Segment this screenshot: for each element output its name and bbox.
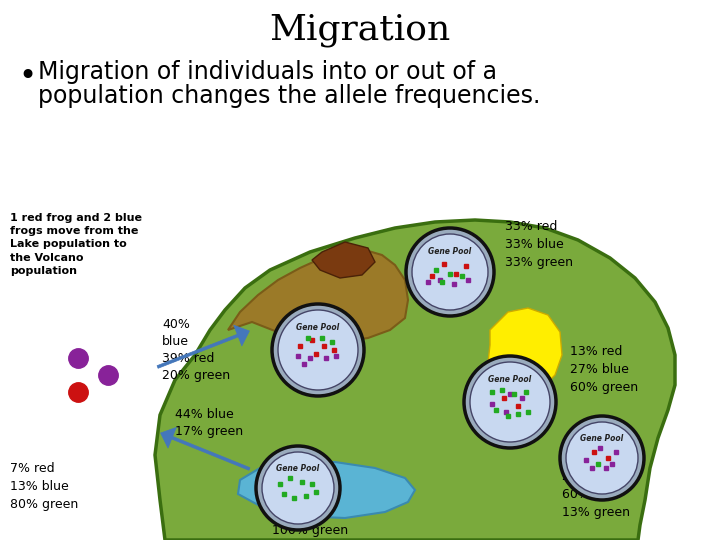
Text: Gene Pool: Gene Pool (580, 434, 624, 443)
Ellipse shape (560, 416, 644, 500)
Text: 33% red
33% blue
33% green: 33% red 33% blue 33% green (505, 220, 573, 269)
Polygon shape (228, 250, 408, 342)
Ellipse shape (256, 446, 340, 530)
Text: 44% blue
17% green: 44% blue 17% green (175, 408, 243, 438)
Text: Gene Pool: Gene Pool (276, 464, 320, 472)
Polygon shape (488, 308, 562, 397)
Text: Migration of individuals into or out of a: Migration of individuals into or out of … (38, 60, 497, 84)
Text: 100% green: 100% green (272, 524, 348, 537)
Polygon shape (155, 220, 675, 540)
Text: Migration: Migration (269, 13, 451, 47)
Text: Gene Pool: Gene Pool (428, 247, 472, 255)
Text: population changes the allele frequencies.: population changes the allele frequencie… (38, 84, 541, 108)
Ellipse shape (262, 452, 334, 524)
Text: 40%
blue
39% red
20% green: 40% blue 39% red 20% green (162, 318, 230, 382)
Ellipse shape (470, 362, 550, 442)
Text: 13% red
27% blue
60% green: 13% red 27% blue 60% green (570, 345, 638, 394)
Polygon shape (312, 242, 375, 278)
Ellipse shape (566, 422, 638, 494)
Text: Gene Pool: Gene Pool (488, 375, 531, 384)
Polygon shape (238, 462, 415, 518)
Ellipse shape (278, 310, 358, 390)
Text: 7% red
13% blue
80% green: 7% red 13% blue 80% green (10, 462, 78, 511)
Text: Gene Pool: Gene Pool (297, 323, 340, 333)
Ellipse shape (412, 234, 488, 310)
Text: 27% red
60% blue
13% green: 27% red 60% blue 13% green (562, 470, 630, 519)
Text: •: • (18, 62, 36, 91)
Text: 1 red frog and 2 blue
frogs move from the
Lake population to
the Volcano
populat: 1 red frog and 2 blue frogs move from th… (10, 213, 142, 276)
Ellipse shape (464, 356, 556, 448)
Ellipse shape (272, 304, 364, 396)
Ellipse shape (406, 228, 494, 316)
